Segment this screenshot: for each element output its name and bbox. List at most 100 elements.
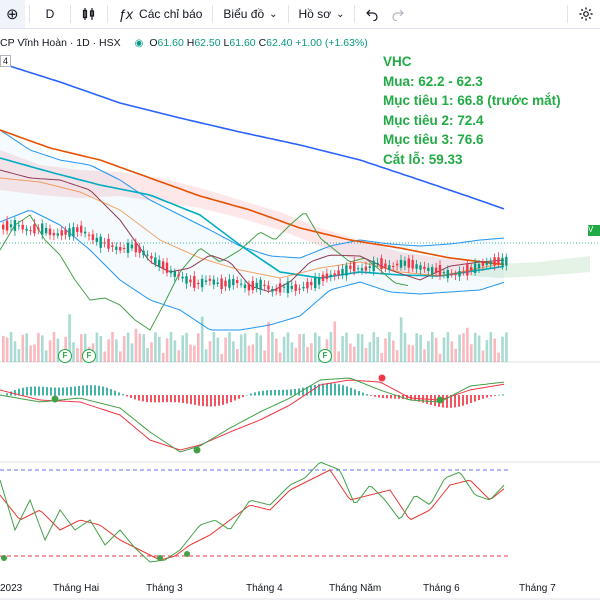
event-marker[interactable]: F — [318, 349, 332, 363]
macd-histogram-bar — [254, 392, 256, 396]
candle-body — [423, 266, 426, 270]
volume-bar — [134, 328, 138, 362]
candlestick-icon — [83, 8, 95, 20]
candle-body — [193, 276, 196, 288]
annotation-target-1: Mục tiêu 1: 66.8 (trước mắt) — [383, 93, 561, 109]
macd-histogram-bar — [390, 395, 392, 399]
change-value: +1.00 (+1.63%) — [295, 37, 368, 49]
open-value: 61.60 — [157, 37, 184, 49]
volume-bar — [446, 332, 450, 362]
macd-histogram-bar — [486, 395, 488, 398]
macd-histogram-bar — [342, 385, 344, 396]
candle-body — [80, 225, 83, 233]
volume-bar — [17, 349, 21, 362]
candle-body — [325, 273, 329, 280]
pane-number-label: 4 — [0, 55, 12, 67]
candle-body — [107, 238, 110, 249]
volume-bar — [181, 335, 184, 362]
candle-body — [177, 274, 180, 277]
candle-body — [76, 227, 79, 232]
interval-button[interactable]: D — [34, 0, 67, 28]
candle-body — [44, 228, 48, 234]
candle-body — [407, 258, 410, 268]
volume-bar — [360, 334, 364, 362]
candle-body — [275, 289, 278, 292]
toolbar-divider — [567, 5, 568, 23]
candle-body — [501, 257, 504, 266]
event-marker[interactable]: F — [58, 349, 72, 363]
ma-long-line — [0, 62, 505, 210]
volume-bar — [458, 334, 461, 362]
annotation-stoploss: Cắt lỗ: 59.33 — [383, 151, 463, 167]
settings-button[interactable] — [572, 0, 600, 28]
candle-body — [247, 283, 251, 291]
macd-histogram-bar — [398, 395, 400, 399]
undo-icon — [366, 9, 379, 21]
macd-histogram-bar — [118, 392, 120, 396]
stoch-cross-dot — [157, 555, 163, 561]
macd-histogram-bar — [430, 395, 432, 405]
volume-bar — [454, 348, 457, 362]
macd-histogram-bar — [6, 393, 8, 396]
candle-body — [282, 286, 286, 288]
candle-body — [438, 265, 442, 277]
candle-body — [204, 280, 208, 282]
visibility-eye-icon[interactable]: ◉ — [134, 37, 144, 49]
volume-bar — [2, 336, 5, 362]
volume-bar — [189, 344, 192, 362]
candle-body — [161, 261, 165, 269]
macd-histogram-bar — [270, 390, 272, 396]
volume-bar — [314, 332, 317, 362]
x-axis-label: Tháng 7 — [519, 583, 556, 594]
event-marker[interactable]: F — [82, 349, 96, 363]
candle-body — [349, 265, 352, 269]
candle-body — [470, 267, 473, 271]
volume-bar — [353, 346, 356, 362]
macd-histogram-bar — [402, 395, 404, 400]
macd-histogram-bar — [478, 395, 480, 401]
add-symbol-button[interactable]: ⊕ — [0, 0, 25, 28]
macd-histogram-bar — [158, 395, 160, 403]
candle-body — [185, 276, 188, 284]
redo-button[interactable] — [385, 0, 411, 28]
candle-body — [294, 284, 297, 291]
candle-body — [224, 280, 227, 287]
volume-bar — [9, 332, 13, 362]
volume-bar — [25, 333, 28, 362]
candle-body — [329, 274, 332, 278]
macd-histogram-bar — [202, 395, 204, 407]
volume-bar — [76, 347, 79, 362]
volume-bar — [173, 340, 177, 362]
chart-canvas[interactable] — [0, 29, 600, 600]
volume-bar — [48, 340, 52, 362]
indicators-button[interactable]: ƒx Các chỉ báo — [112, 0, 208, 28]
candle-body — [91, 234, 95, 241]
stoch-cross-dot — [1, 555, 7, 561]
chart-style-button[interactable] — [75, 0, 103, 28]
profile-menu[interactable]: Hồ sơ ⌄ — [293, 0, 351, 28]
volume-bar — [384, 338, 387, 362]
volume-bar — [493, 338, 496, 362]
macd-histogram-bar — [330, 383, 332, 396]
volume-bar — [200, 316, 204, 362]
stoch-k-line — [0, 461, 505, 563]
volume-bar — [251, 344, 255, 362]
volume-bar — [399, 317, 403, 362]
symbol-title: CP Vĩnh Hoàn · 1D · HSX — [0, 37, 121, 49]
candle-body — [142, 250, 145, 256]
candle-body — [466, 264, 469, 276]
undo-button[interactable] — [359, 0, 385, 28]
macd-histogram-bar — [138, 395, 140, 401]
volume-bar — [477, 335, 481, 362]
candle-body — [353, 261, 356, 272]
macd-histogram-bar — [410, 395, 412, 401]
volume-bar — [185, 332, 188, 362]
chart-type-menu[interactable]: Biểu đồ ⌄ — [217, 0, 283, 28]
volume-bar — [427, 341, 430, 362]
macd-histogram-bar — [262, 390, 264, 396]
volume-bar — [438, 353, 442, 362]
macd-histogram-bar — [454, 395, 456, 408]
volume-bar — [259, 335, 262, 362]
volume-bar — [37, 332, 40, 362]
toolbar-divider — [70, 5, 72, 23]
